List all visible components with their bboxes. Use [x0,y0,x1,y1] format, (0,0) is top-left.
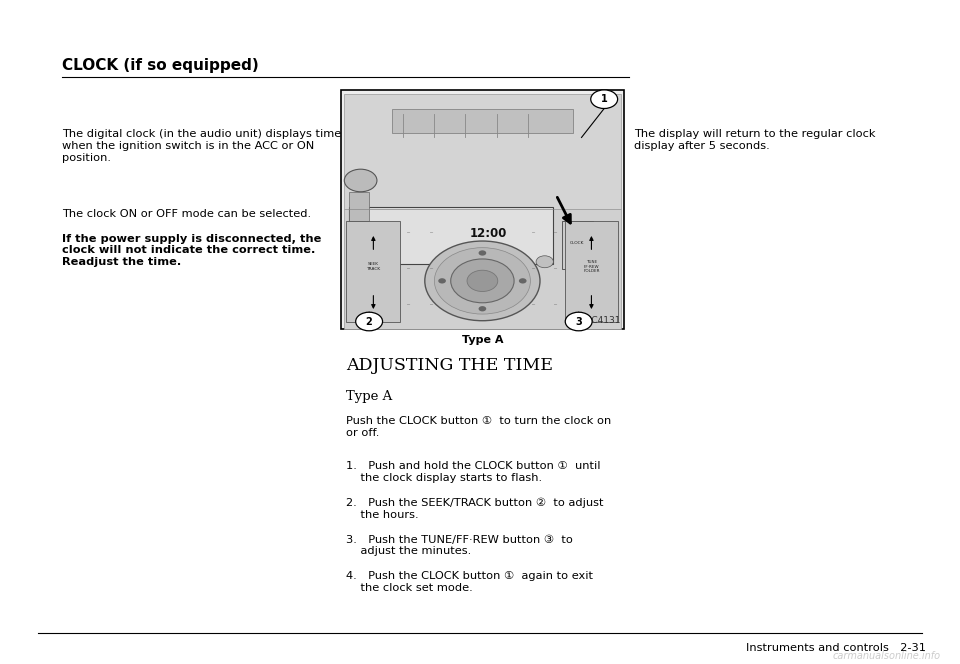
Text: ···: ··· [429,302,434,307]
Circle shape [590,90,617,108]
Text: ADJUSTING THE TIME: ADJUSTING THE TIME [347,357,554,374]
Circle shape [438,278,445,284]
Text: If the power supply is disconnected, the
clock will not indicate the correct tim: If the power supply is disconnected, the… [62,234,322,267]
Bar [341,90,624,329]
Circle shape [424,241,540,321]
Circle shape [434,248,530,314]
Bar [392,109,573,133]
Circle shape [467,270,497,291]
Text: ···: ··· [429,230,434,236]
Text: ···: ··· [406,302,411,307]
Bar [564,221,618,321]
Text: ···: ··· [406,230,411,236]
Text: SEEK
TRACK: SEEK TRACK [367,262,380,271]
Text: 4. Push the CLOCK button ①  again to exit
    the clock set mode.: 4. Push the CLOCK button ① again to exit… [347,571,593,593]
Text: 1. Push and hold the CLOCK button ①  until
    the clock display starts to flash: 1. Push and hold the CLOCK button ① unti… [347,461,601,483]
Text: 3. Push the TUNE/FF·REW button ③  to
    adjust the minutes.: 3. Push the TUNE/FF·REW button ③ to adju… [347,535,573,556]
Text: 12:00: 12:00 [469,226,507,240]
Text: The clock ON or OFF mode can be selected.: The clock ON or OFF mode can be selected… [62,209,312,219]
Bar [347,221,400,321]
Circle shape [565,312,592,331]
Circle shape [355,312,382,331]
Text: Type A: Type A [347,390,393,403]
Bar [344,94,621,209]
Text: CLOCK (if so equipped): CLOCK (if so equipped) [62,58,259,74]
Text: The display will return to the regular clock
display after 5 seconds.: The display will return to the regular c… [634,129,876,151]
Circle shape [478,250,486,256]
Text: ···: ··· [554,266,559,272]
Text: CLOCK: CLOCK [570,240,585,244]
Text: Push the CLOCK button ①  to turn the clock on
or off.: Push the CLOCK button ① to turn the cloc… [347,416,612,438]
Text: Type A: Type A [462,335,503,345]
Text: 3: 3 [575,317,582,327]
Text: ···: ··· [531,230,536,236]
Text: TUNE
FF·REW
FOLDER: TUNE FF·REW FOLDER [583,260,600,273]
Text: 1: 1 [601,94,608,104]
Text: ···: ··· [531,302,536,307]
Bar [344,209,621,329]
Circle shape [478,306,486,311]
Bar [562,221,593,269]
Circle shape [451,259,514,303]
Text: The digital clock (in the audio unit) displays time
when the ignition switch is : The digital clock (in the audio unit) di… [62,129,342,163]
Circle shape [518,278,527,284]
Text: SIC4131: SIC4131 [584,315,621,325]
Circle shape [345,169,377,192]
Bar [349,207,553,264]
Text: ···: ··· [554,302,559,307]
Text: 2. Push the SEEK/TRACK button ②  to adjust
    the hours.: 2. Push the SEEK/TRACK button ② to adjus… [347,498,604,520]
Text: ···: ··· [554,230,559,236]
Text: 2: 2 [366,317,372,327]
Text: ···: ··· [406,266,411,272]
Bar [349,193,369,221]
Text: ···: ··· [429,266,434,272]
Text: Instruments and controls 2-31: Instruments and controls 2-31 [747,643,926,653]
Text: ···: ··· [531,266,536,272]
Circle shape [536,256,553,268]
Text: carmanualsonline.info: carmanualsonline.info [832,651,941,661]
